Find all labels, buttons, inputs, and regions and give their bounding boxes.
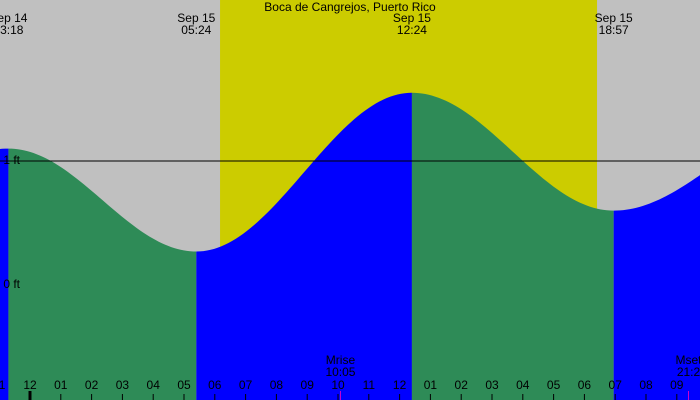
x-tick-label: 09 xyxy=(670,378,684,392)
x-tick-label: 10 xyxy=(331,378,345,392)
x-tick-label: 01 xyxy=(54,378,68,392)
x-tick-label: 12 xyxy=(23,378,37,392)
extreme-date: Sep 15 xyxy=(595,11,633,25)
moon-time: 10:05 xyxy=(325,365,355,379)
extreme-time: 12:24 xyxy=(397,23,427,37)
extreme-date: Sep 15 xyxy=(393,11,431,25)
extreme-time: 23:18 xyxy=(0,23,24,37)
x-tick-label: 07 xyxy=(239,378,253,392)
extreme-time: 18:57 xyxy=(599,23,629,37)
x-tick-label: 02 xyxy=(455,378,469,392)
extreme-time: 05:24 xyxy=(181,23,211,37)
moon-label: Mrise xyxy=(326,353,356,367)
x-tick-label: 08 xyxy=(270,378,284,392)
x-tick-label: 07 xyxy=(609,378,623,392)
rising-tide xyxy=(196,92,412,400)
x-tick-label: 11 xyxy=(0,378,6,392)
x-tick-label: 06 xyxy=(208,378,222,392)
falling-tide xyxy=(8,148,197,400)
x-tick-label: 06 xyxy=(578,378,592,392)
x-tick-label: 08 xyxy=(639,378,653,392)
rising-tide xyxy=(0,148,9,400)
chart-title: Boca de Cangrejos, Puerto Rico xyxy=(264,0,436,14)
moon-label: Mset xyxy=(676,353,700,367)
x-tick-label: 04 xyxy=(147,378,161,392)
x-tick-label: 09 xyxy=(301,378,315,392)
extreme-date: Sep 15 xyxy=(177,11,215,25)
falling-tide xyxy=(411,92,614,400)
x-tick-label: 05 xyxy=(547,378,561,392)
x-tick-label: 02 xyxy=(85,378,99,392)
x-tick-label: 05 xyxy=(177,378,191,392)
y-tick-label: 0 ft xyxy=(3,277,20,291)
x-tick-label: 03 xyxy=(116,378,130,392)
x-tick-label: 12 xyxy=(393,378,407,392)
x-tick-label: 01 xyxy=(424,378,438,392)
extreme-date: Sep 14 xyxy=(0,11,28,25)
moon-time: 21:2 xyxy=(677,365,700,379)
x-tick-label: 04 xyxy=(516,378,530,392)
rising-tide xyxy=(613,175,700,400)
y-tick-label: 1 ft xyxy=(3,153,20,167)
x-tick-label: 11 xyxy=(363,378,376,392)
x-tick-label: 03 xyxy=(485,378,499,392)
